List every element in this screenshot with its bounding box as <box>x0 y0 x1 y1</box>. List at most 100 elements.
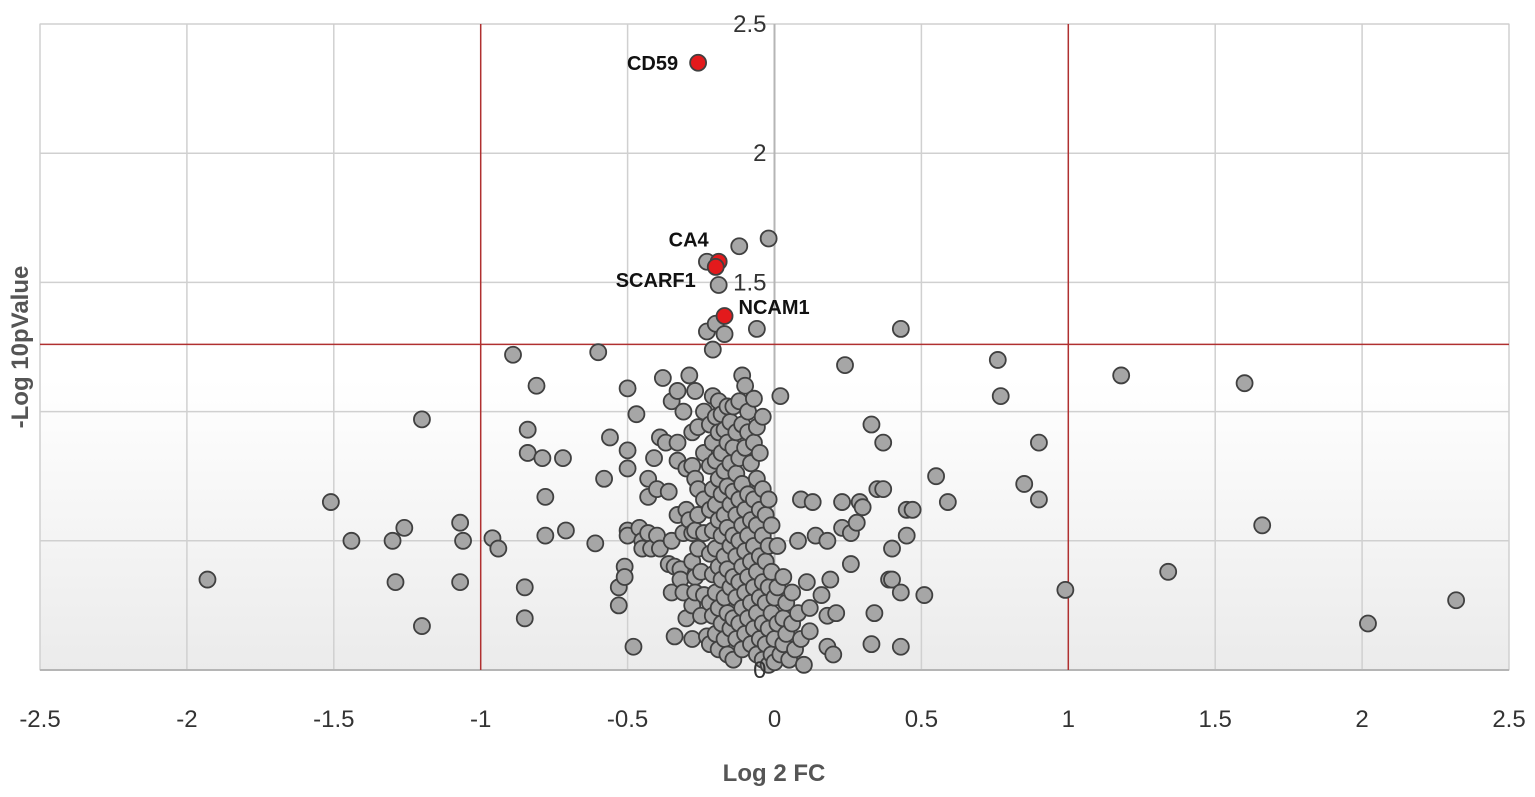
highlight-point-cd59 <box>689 53 708 72</box>
data-point <box>413 410 431 429</box>
data-point <box>557 521 575 540</box>
data-point <box>747 320 766 338</box>
data-point <box>518 444 537 462</box>
data-point <box>589 343 608 362</box>
data-point <box>753 407 772 426</box>
data-point <box>665 627 684 646</box>
data-point <box>1235 374 1254 393</box>
data-point <box>827 604 846 623</box>
data-point <box>489 539 508 558</box>
x-tick-label: -2.5 <box>19 706 60 733</box>
data-point <box>618 379 637 398</box>
data-point <box>321 493 340 511</box>
data-point <box>824 645 843 664</box>
data-point <box>991 387 1010 405</box>
data-point <box>862 635 881 654</box>
data-point <box>645 449 663 468</box>
data-point <box>847 513 866 532</box>
data-point <box>653 369 672 387</box>
data-point <box>536 526 555 545</box>
data-point <box>750 444 769 462</box>
data-point <box>883 570 901 589</box>
x-axis-title: Log 2 FC <box>723 760 826 787</box>
data-point <box>1159 562 1178 581</box>
data-point <box>680 366 699 385</box>
data-point <box>609 596 628 615</box>
data-point <box>762 516 781 535</box>
highlighted-genes: CD59 CA4 SCARF1 NCAM1 <box>616 53 810 325</box>
data-point <box>874 433 893 452</box>
gene-label-ca4: CA4 <box>669 230 710 252</box>
data-point <box>715 325 734 343</box>
data-point <box>451 513 470 532</box>
x-tick-label: 2.5 <box>1492 706 1525 733</box>
data-point <box>615 568 634 586</box>
data-point <box>668 382 687 400</box>
data-point <box>518 420 537 439</box>
data-point <box>413 617 431 635</box>
data-point <box>342 531 361 550</box>
data-point <box>703 340 722 359</box>
data-point <box>1030 490 1048 509</box>
data-point <box>451 573 470 592</box>
data-point <box>504 345 522 364</box>
data-point <box>1056 580 1075 599</box>
data-points <box>198 229 1466 674</box>
data-point <box>915 586 934 604</box>
highlight-point-scarf1 <box>706 257 725 276</box>
data-point <box>783 583 802 602</box>
x-tick-label: -1.5 <box>313 706 354 733</box>
threshold-lines <box>40 24 1509 670</box>
y-tick-labels: 0 1.5 2 2.5 <box>733 11 766 684</box>
data-point <box>533 449 552 468</box>
data-point <box>759 229 778 248</box>
data-point <box>595 469 613 488</box>
data-point <box>515 609 534 628</box>
x-tick-label: 1.5 <box>1199 706 1232 733</box>
y-tick-label: 2.5 <box>733 11 766 38</box>
data-point <box>454 531 472 550</box>
x-tick-label: 2 <box>1355 706 1368 733</box>
data-point <box>745 389 763 408</box>
data-point <box>774 568 793 586</box>
data-point <box>768 537 787 555</box>
data-point <box>554 449 572 468</box>
data-point <box>1015 475 1034 493</box>
data-point <box>709 276 728 294</box>
x-tick-label: 1 <box>1062 706 1075 733</box>
data-point <box>586 534 605 553</box>
data-point <box>386 573 405 592</box>
data-point <box>927 467 945 486</box>
x-tick-label: 0 <box>768 706 781 733</box>
y-tick-label: 2 <box>753 140 766 167</box>
data-point <box>536 487 555 506</box>
data-point <box>198 570 217 589</box>
data-point <box>883 539 901 558</box>
data-point <box>833 493 851 511</box>
y-tick-label: 0 <box>753 657 766 684</box>
data-point <box>1030 433 1048 452</box>
data-point <box>794 655 813 674</box>
data-point <box>730 237 749 256</box>
data-point <box>797 573 816 592</box>
data-point <box>803 493 822 511</box>
gene-label-cd59: CD59 <box>627 53 678 75</box>
data-point <box>841 555 860 573</box>
gene-label-ncam1: NCAM1 <box>739 297 810 319</box>
data-point <box>618 459 637 478</box>
data-point <box>1359 614 1377 633</box>
data-point <box>759 490 778 509</box>
data-point <box>891 637 910 656</box>
data-point <box>771 387 790 405</box>
x-tick-labels: -2.5 -2 -1.5 -1 -0.5 0 0.5 1 1.5 2 2.5 <box>19 706 1525 733</box>
data-point <box>789 531 807 550</box>
data-point <box>627 405 646 424</box>
x-tick-label: -0.5 <box>607 706 648 733</box>
data-point <box>800 599 819 617</box>
gene-label-scarf1: SCARF1 <box>616 270 696 292</box>
data-point <box>865 604 884 623</box>
y-tick-label: 1.5 <box>733 269 766 296</box>
data-point <box>1112 366 1131 385</box>
data-point <box>674 402 693 421</box>
